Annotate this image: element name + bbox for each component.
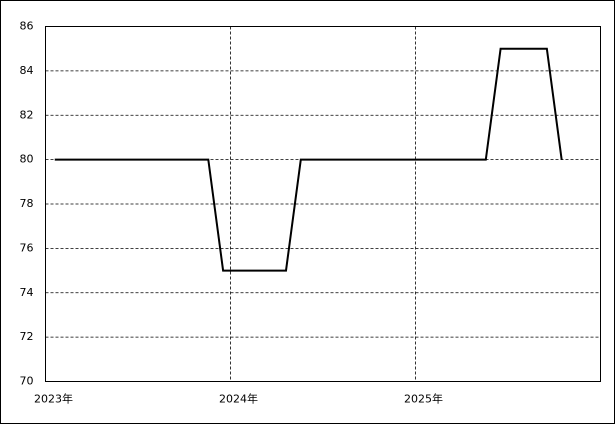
y-tick-label: 76 [20,241,34,254]
y-tick-label: 72 [20,330,34,343]
x-tick-label: 2024年 [219,392,258,406]
y-tick-label: 70 [20,375,34,388]
y-tick-label: 86 [20,20,34,33]
y-tick-label: 74 [20,286,34,299]
y-tick-label: 84 [20,64,34,77]
y-tick-label: 82 [20,108,34,121]
y-tick-label: 78 [20,197,34,210]
y-tick-label: 80 [20,153,34,166]
x-tick-label: 2023年 [34,392,73,406]
line [54,47,563,272]
x-tick-label: 2025年 [404,392,443,406]
